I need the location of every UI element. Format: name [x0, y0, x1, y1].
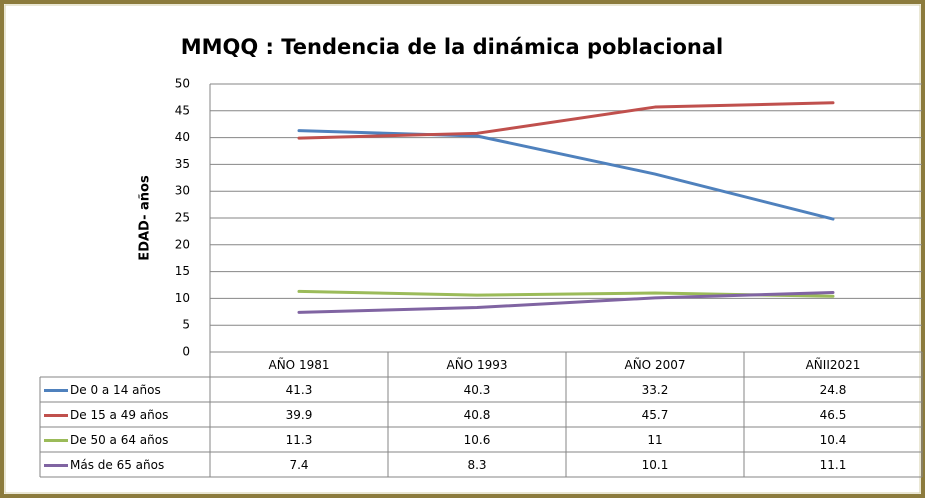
table-cell: 45.7: [642, 408, 669, 422]
y-tick-label: 35: [175, 157, 190, 171]
table-cell: 24.8: [820, 383, 847, 397]
x-tick-label: AÑO 1993: [447, 357, 508, 372]
table-cell: 11.3: [286, 433, 313, 447]
y-tick-label: 50: [175, 77, 190, 91]
table-cell: 39.9: [286, 408, 313, 422]
y-tick-label: 30: [175, 184, 190, 198]
table-cell: 33.2: [642, 383, 669, 397]
y-tick-label: 25: [175, 211, 190, 225]
table-cell: 46.5: [820, 408, 847, 422]
table-cell: 40.3: [464, 383, 491, 397]
y-tick-label: 0: [182, 345, 190, 359]
y-tick-label: 5: [182, 318, 190, 332]
table-cell: 41.3: [286, 383, 313, 397]
chart-title: MMQQ : Tendencia de la dinámica poblacio…: [181, 35, 723, 59]
y-tick-label: 45: [175, 103, 190, 117]
table-cell: 11: [647, 433, 662, 447]
table-cell: 10.4: [820, 433, 847, 447]
table-cell: 40.8: [464, 408, 491, 422]
table-cell: 10.6: [464, 433, 491, 447]
legend-label: De 50 a 64 años: [70, 433, 168, 447]
table-cell: 7.4: [289, 458, 308, 472]
legend-label: De 15 a 49 años: [70, 408, 168, 422]
table-cell: 10.1: [642, 458, 669, 472]
y-tick-label: 40: [175, 130, 190, 144]
y-tick-label: 10: [175, 291, 190, 305]
series-line: [297, 101, 835, 140]
x-tick-label: AÑO 1981: [269, 357, 330, 372]
y-tick-label: 15: [175, 264, 190, 278]
y-tick-label: 20: [175, 237, 190, 251]
table-cell: 8.3: [467, 458, 486, 472]
chart-frame-inner: [4, 4, 921, 494]
series-line: [297, 129, 835, 221]
table-cell: 11.1: [820, 458, 847, 472]
series-line: [297, 291, 835, 314]
legend-label: Más de 65 años: [70, 458, 164, 472]
x-tick-label: AÑII2021: [806, 357, 861, 372]
y-axis-label: EDAD- años: [138, 175, 153, 261]
x-tick-label: AÑO 2007: [625, 357, 686, 372]
legend-label: De 0 a 14 años: [70, 383, 161, 397]
